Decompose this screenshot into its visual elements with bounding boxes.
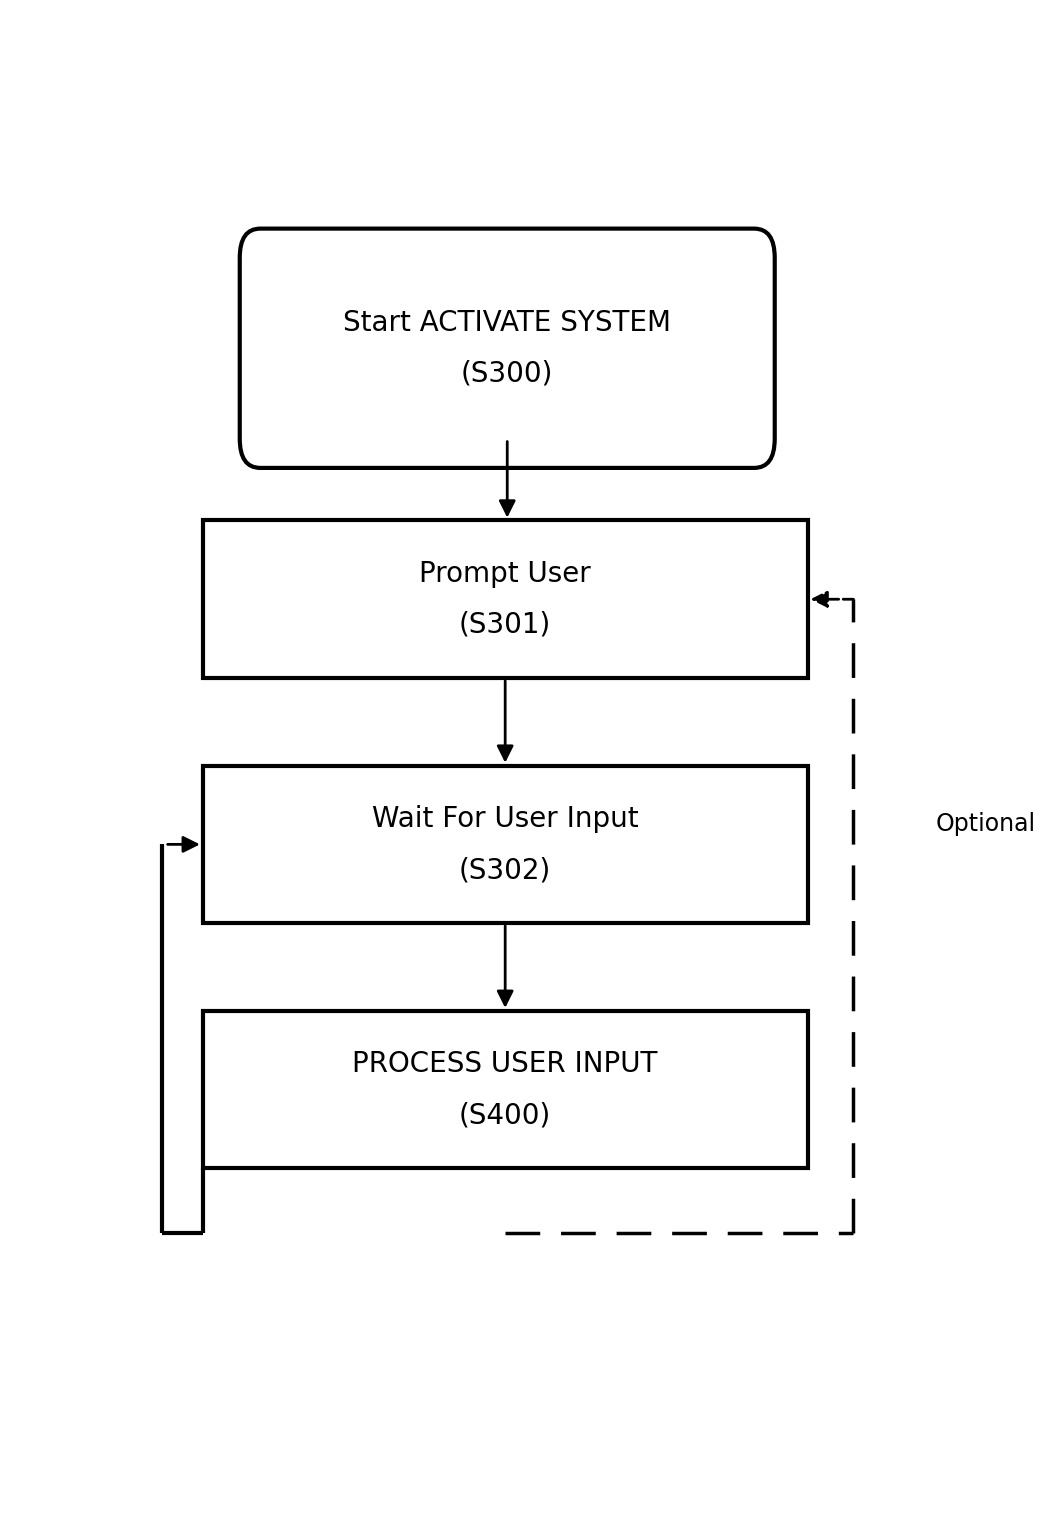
Text: Wait For User Input: Wait For User Input (372, 805, 638, 832)
Text: Start ACTIVATE SYSTEM: Start ACTIVATE SYSTEM (343, 309, 671, 337)
Text: (S400): (S400) (459, 1101, 551, 1129)
Bar (203, 1011, 808, 1169)
Text: (S302): (S302) (459, 857, 551, 884)
FancyBboxPatch shape (240, 229, 775, 468)
Text: (S300): (S300) (461, 359, 553, 388)
Bar (203, 520, 808, 678)
Bar (203, 766, 808, 923)
Text: (S301): (S301) (459, 611, 551, 638)
Text: PROCESS USER INPUT: PROCESS USER INPUT (353, 1051, 657, 1078)
Text: Prompt User: Prompt User (419, 559, 592, 588)
Text: Optional: Optional (936, 813, 1035, 835)
